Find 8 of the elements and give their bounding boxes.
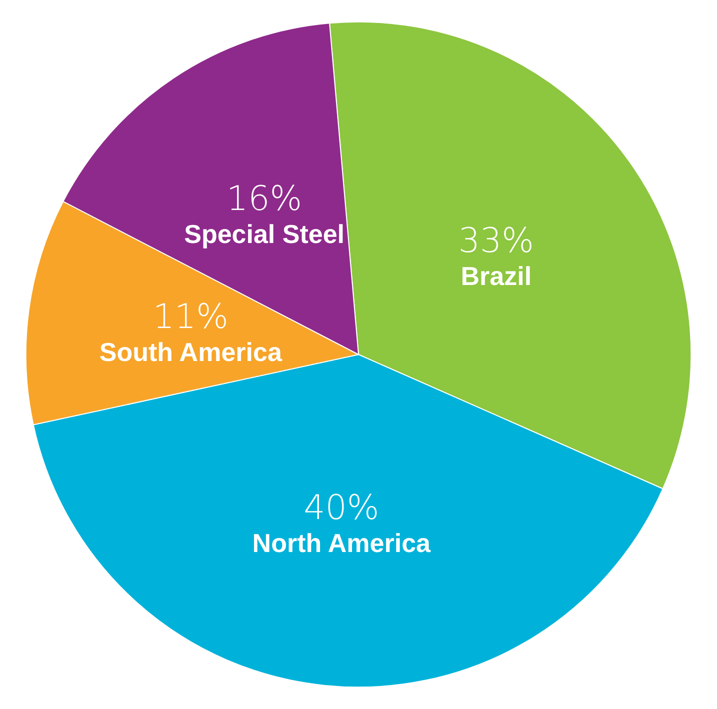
slice-label: Brazil: [460, 260, 532, 291]
slice-label: South America: [99, 337, 282, 368]
slice-label: North America: [252, 528, 432, 558]
data-label: 16%: [226, 178, 302, 219]
data-label: 11%: [152, 297, 228, 338]
data-label: 33%: [458, 220, 534, 261]
slice-label: Special Steel: [184, 218, 345, 249]
data-label: 40%: [304, 488, 380, 528]
